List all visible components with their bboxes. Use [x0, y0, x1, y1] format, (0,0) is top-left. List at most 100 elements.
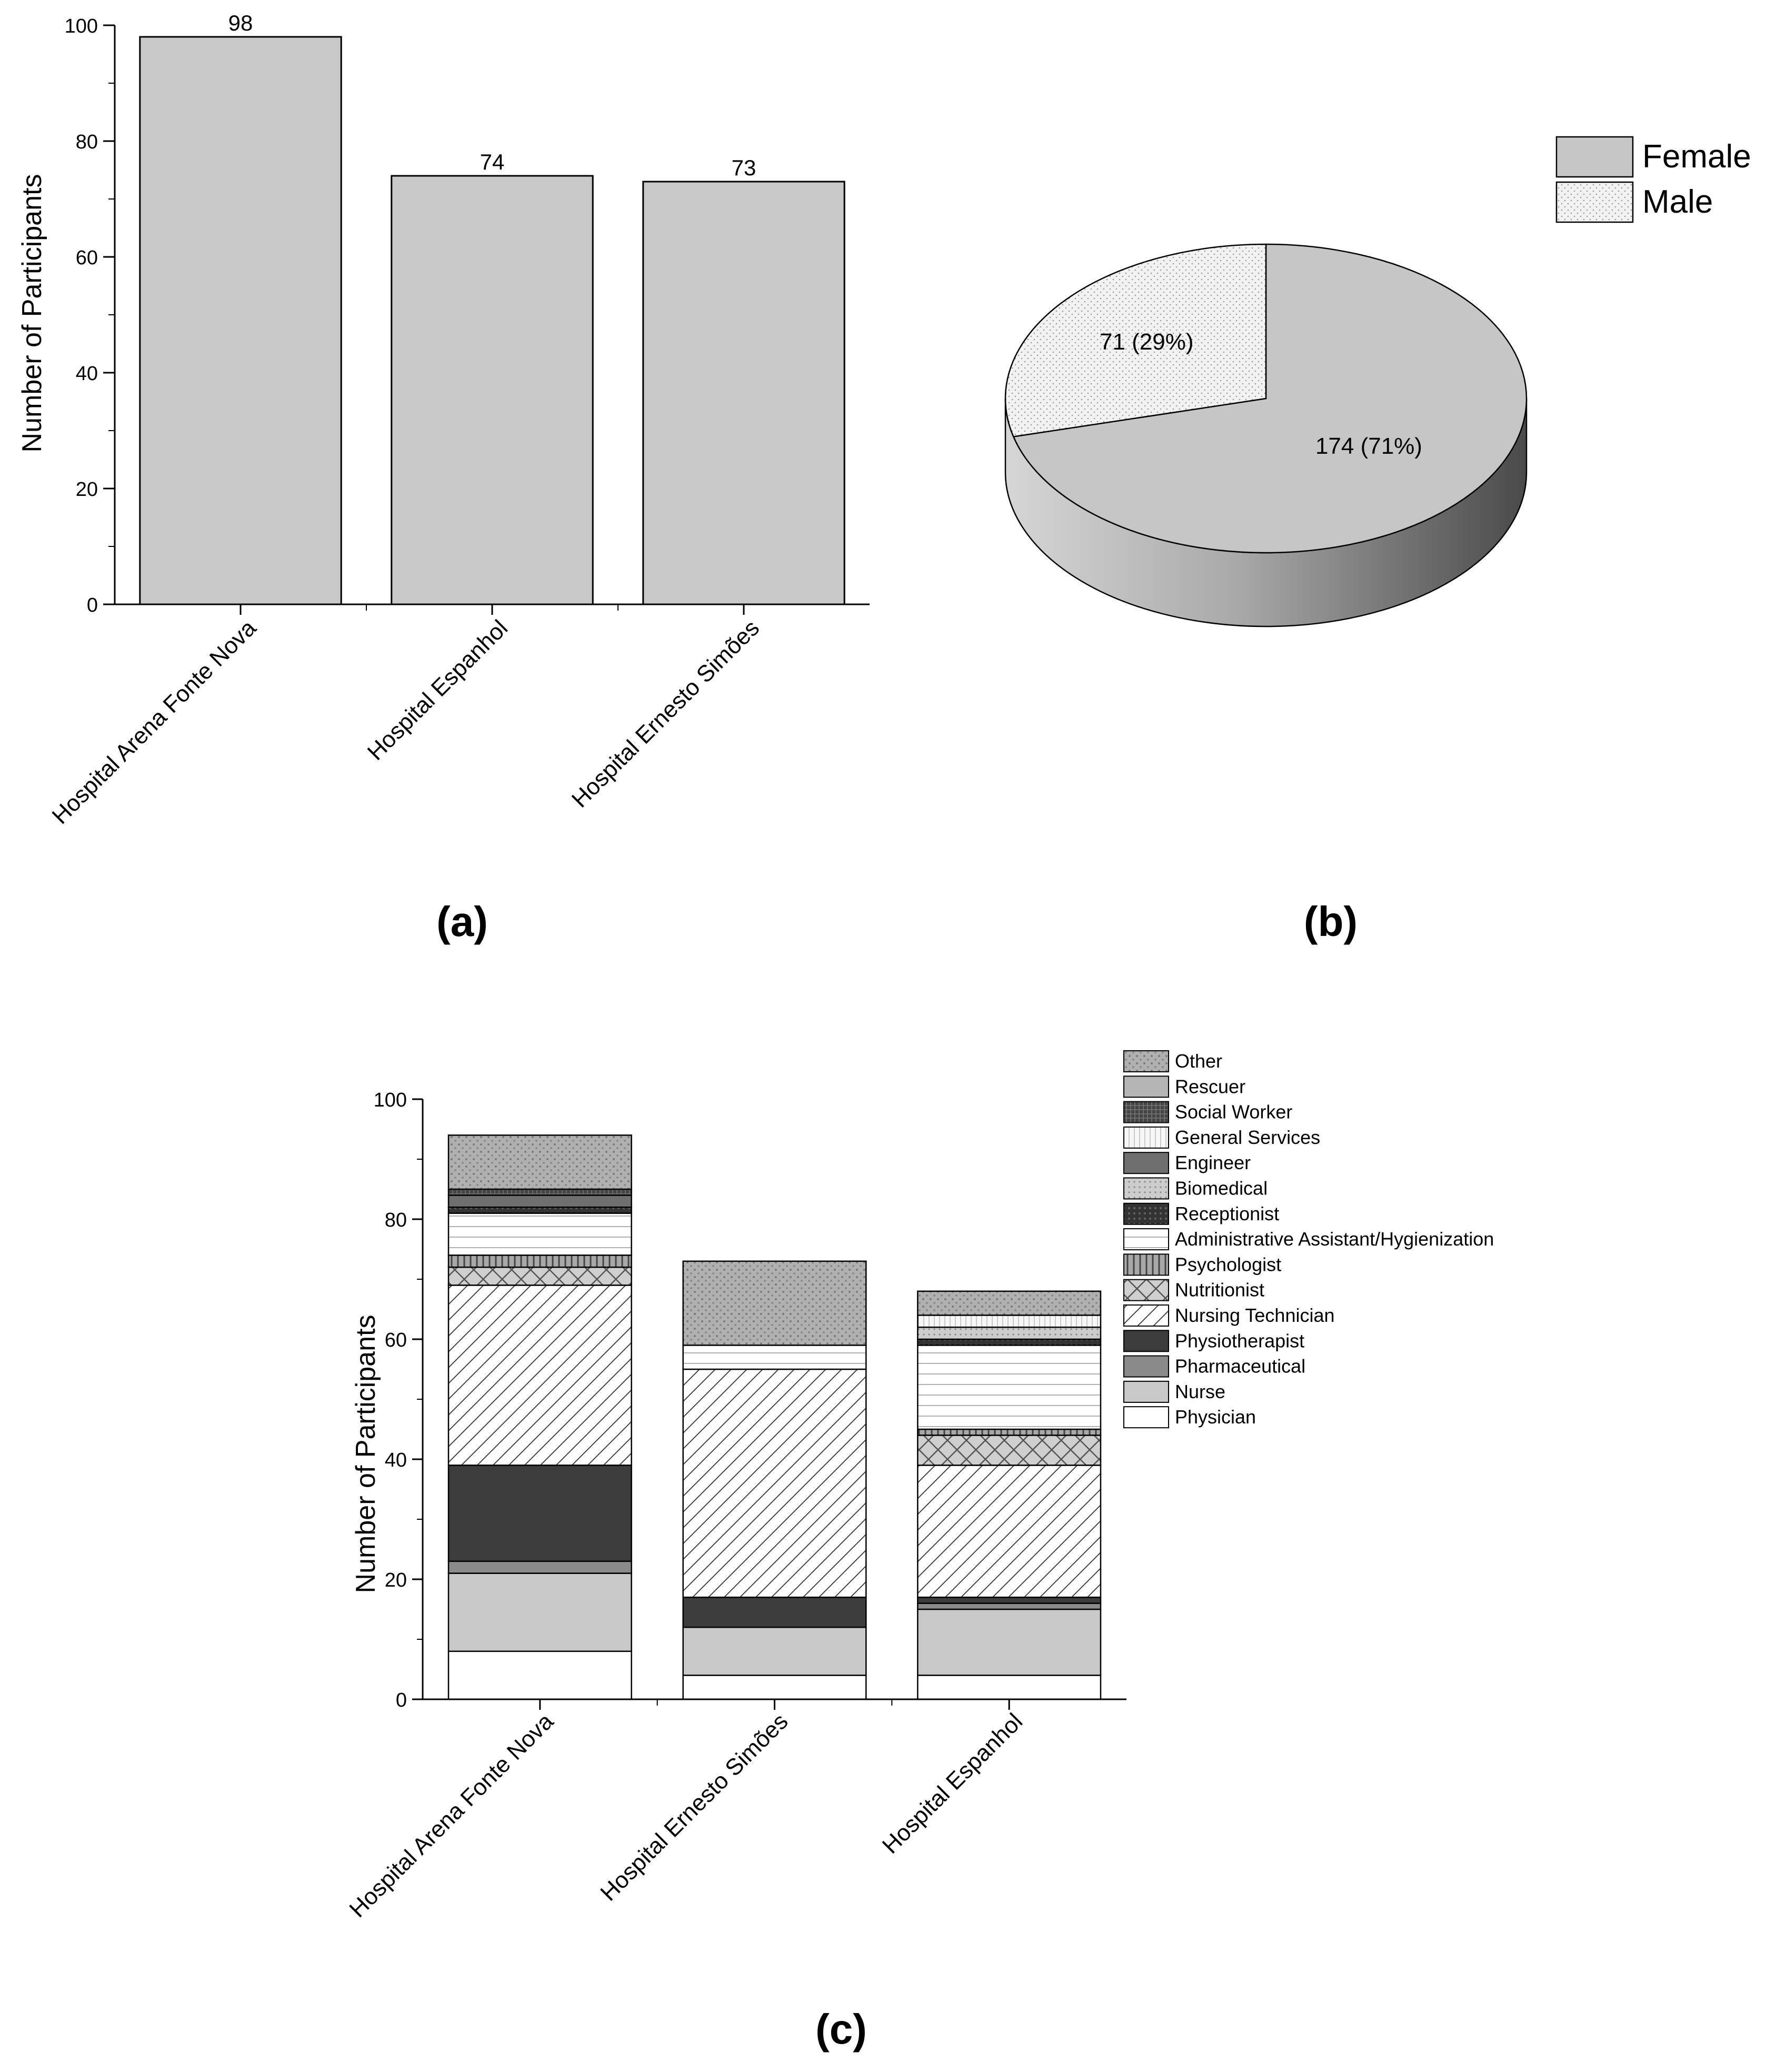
legend-label-nurse: Nurse [1175, 1381, 1225, 1402]
panel-c-segment-psychologist [917, 1428, 1102, 1436]
panel-c-segment-administrative-assistant-hygienization [447, 1212, 632, 1256]
legend-label-engineer: Engineer [1175, 1152, 1251, 1173]
legend-swatch-other [1123, 1050, 1169, 1072]
legend-label-rescuer: Rescuer [1175, 1075, 1245, 1097]
panel-c-segment-pharmaceutical [917, 1602, 1102, 1610]
panel-label-a: (a) [436, 898, 488, 945]
panel-c-y-tick-label: 80 [385, 1209, 407, 1231]
panel-a-bar-hospital-arena-fonte-nova [139, 36, 342, 605]
pie-label-male: 71 (29%) [1100, 329, 1194, 355]
panel-c-segment-physician [682, 1675, 867, 1700]
legend-label-physician: Physician [1175, 1406, 1256, 1428]
panel-c-segment-nurse [447, 1572, 632, 1652]
panel-label-b: (b) [1304, 898, 1358, 945]
panel-c-segment-administrative-assistant-hygienization [917, 1344, 1102, 1430]
legend-label-male: Male [1642, 184, 1713, 220]
panel-c-segment-other [917, 1290, 1102, 1316]
panel-a-bar-hospital-ernesto-sim-es [642, 181, 845, 605]
panel-c-segment-other [447, 1134, 632, 1190]
legend-label-other: Other [1175, 1050, 1222, 1072]
panel-c-y-tick-label: 100 [374, 1089, 407, 1111]
panel-a-x-tick-label: Hospital Espanhol [363, 615, 513, 765]
legend-label-nutritionist: Nutritionist [1175, 1279, 1264, 1301]
legend-label-administrative-assistant-hygienization: Administrative Assistant/Hygienization [1175, 1228, 1494, 1250]
panel-c-segment-receptionist [447, 1206, 632, 1214]
panel-c-segment-nursing-technician [682, 1368, 867, 1598]
panel-c-segment-nurse [682, 1626, 867, 1676]
panel-a-y-axis-title: Number of Participants [17, 174, 47, 453]
legend-label-psychologist: Psychologist [1175, 1253, 1281, 1275]
panel-c-x-tick-label: Hospital Arena Fonte Nova [344, 1708, 558, 1922]
panel-b-legend: Female Male [1555, 136, 1751, 223]
panel-a-x-tick-label: Hospital Ernesto Simões [567, 615, 764, 812]
legend-swatch-female [1555, 136, 1634, 178]
legend-label-pharmaceutical: Pharmaceutical [1175, 1356, 1305, 1377]
panel-c-segment-nursing-technician [917, 1465, 1102, 1598]
panel-c-segment-physiotherapist [447, 1465, 632, 1562]
legend-swatch-rescuer [1123, 1075, 1169, 1098]
panel-c-segment-pharmaceutical [447, 1560, 632, 1574]
panel-c-y-axis-title: Number of Participants [351, 1315, 381, 1593]
panel-c-segment-psychologist [447, 1254, 632, 1268]
legend-swatch-receptionist [1123, 1202, 1169, 1225]
panel-c-segment-receptionist [917, 1338, 1102, 1346]
panel-c-segment-physician [917, 1675, 1102, 1700]
panel-c-y-tick-label: 40 [385, 1449, 407, 1471]
panel-a-data-label: 74 [480, 150, 505, 174]
panel-c-segment-physiotherapist [682, 1596, 867, 1628]
panel-c-segment-nutritionist [917, 1435, 1102, 1466]
panel-a-y-tick-label: 80 [76, 131, 98, 153]
panel-a-y-tick-label: 100 [65, 15, 98, 37]
legend-label-receptionist: Receptionist [1175, 1203, 1279, 1224]
legend-label-nursing-technician: Nursing Technician [1175, 1304, 1335, 1326]
legend-swatch-biomedical [1123, 1177, 1169, 1200]
panel-b-pie-chart: 174 (71%) 71 (29%) Female Male [1004, 136, 1751, 627]
panel-c-segment-biomedical [917, 1326, 1102, 1340]
panel-c-bars [447, 1134, 1102, 1700]
panel-c-legend: Other Rescuer Social Worker General Service… [1123, 1050, 1494, 1429]
legend-swatch-nursing-technician [1123, 1304, 1169, 1327]
legend-swatch-general-services [1123, 1126, 1169, 1149]
panel-a-y-tick-label: 20 [76, 479, 98, 501]
panel-c-segment-physician [447, 1650, 632, 1700]
legend-label-biomedical: Biomedical [1175, 1178, 1268, 1199]
panel-c-x-tick-label: Hospital Ernesto Simões [595, 1708, 793, 1906]
panel-a-y-tick-label: 0 [87, 594, 98, 616]
panel-c-segment-administrative-assistant-hygienization [682, 1344, 867, 1370]
panel-a-bar-hospital-espanhol [391, 175, 594, 605]
panel-a-bar-chart: 98 74 73 0 20 40 60 80 100 Hospital Arena Fonte … [17, 11, 870, 829]
panel-a-data-label: 98 [228, 11, 253, 35]
panel-c-segment-nursing-technician [447, 1284, 632, 1466]
legend-swatch-male [1555, 181, 1634, 223]
panel-c-segment-nurse [917, 1608, 1102, 1676]
pie-label-female: 174 (71%) [1315, 433, 1422, 459]
legend-swatch-engineer [1123, 1152, 1169, 1174]
panel-label-c: (c) [815, 2006, 867, 2053]
panel-c-segment-physiotherapist [917, 1596, 1102, 1604]
legend-label-social-worker: Social Worker [1175, 1101, 1292, 1123]
legend-label-female: Female [1642, 138, 1751, 175]
legend-swatch-psychologist [1123, 1253, 1169, 1276]
legend-swatch-physician [1123, 1406, 1169, 1429]
panel-c-y-tick-label: 20 [385, 1569, 407, 1591]
panel-c-y-tick-label: 0 [396, 1689, 407, 1711]
legend-swatch-nutritionist [1123, 1279, 1169, 1301]
legend-swatch-social-worker [1123, 1101, 1169, 1123]
panel-a-y-tick-label: 40 [76, 363, 98, 385]
panel-c-segment-social-worker [447, 1188, 632, 1196]
panel-c-y-tick-label: 60 [385, 1329, 407, 1351]
panel-a-data-label: 73 [732, 155, 756, 180]
legend-label-physiotherapist: Physiotherapist [1175, 1330, 1304, 1351]
panel-c-segment-nutritionist [447, 1266, 632, 1286]
legend-swatch-pharmaceutical [1123, 1355, 1169, 1378]
legend-swatch-nurse [1123, 1380, 1169, 1403]
panel-c-segment-general-services [917, 1314, 1102, 1328]
panel-a-bars: 98 74 73 [139, 11, 845, 605]
panel-c-segment-other [682, 1260, 867, 1346]
legend-swatch-physiotherapist [1123, 1330, 1169, 1352]
pie-slice-female [1012, 243, 1528, 554]
panel-c-x-tick-label: Hospital Espanhol [877, 1708, 1027, 1858]
panel-a-y-tick-label: 60 [76, 247, 98, 269]
